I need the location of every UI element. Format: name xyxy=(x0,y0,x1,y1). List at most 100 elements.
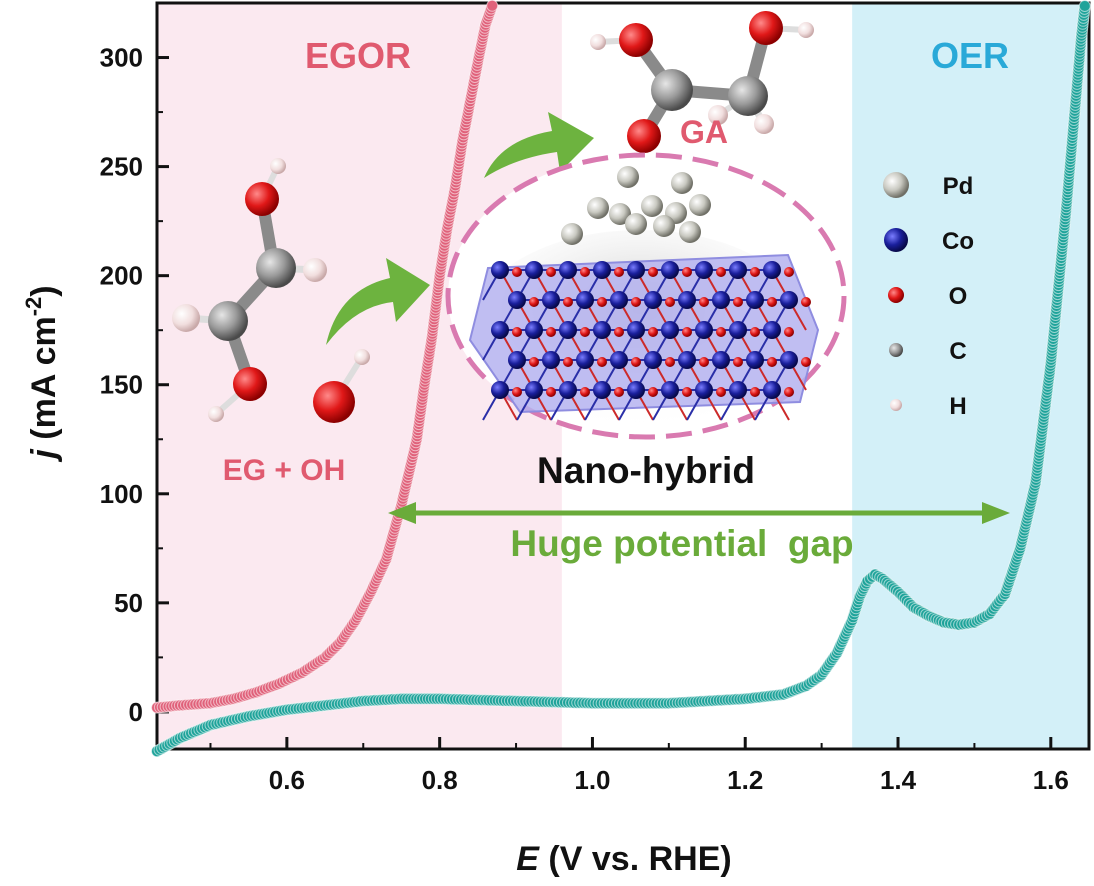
plot-frame xyxy=(155,1,1091,751)
oxygen-atom xyxy=(648,327,658,337)
cobalt-atom xyxy=(661,261,679,279)
potential-gap-label: Huge potential gap xyxy=(510,523,853,564)
cobalt-atom xyxy=(763,381,781,399)
cobalt-atom xyxy=(559,321,577,339)
cobalt-atom xyxy=(508,351,526,369)
legend-marker-h xyxy=(890,399,902,411)
oxygen-atom xyxy=(512,327,522,337)
cobalt-atom xyxy=(695,321,713,339)
oxygen-atom xyxy=(614,387,624,397)
palladium-atom xyxy=(561,223,583,245)
series-0-point xyxy=(486,0,499,12)
cobalt-atom xyxy=(593,321,611,339)
palladium-atom xyxy=(653,215,675,237)
oxygen-atom xyxy=(750,327,760,337)
cobalt-atom xyxy=(627,261,645,279)
cobalt-atom xyxy=(746,351,764,369)
oxygen-atom xyxy=(614,267,624,277)
legend-label-co: Co xyxy=(942,228,974,255)
cobalt-atom xyxy=(712,351,730,369)
legend-marker-pd xyxy=(883,172,909,198)
series-0 xyxy=(151,0,499,714)
oxygen-atom xyxy=(580,267,590,277)
oxygen-atom xyxy=(733,297,743,307)
cobalt-atom xyxy=(746,291,764,309)
oxygen-atom xyxy=(648,387,658,397)
oer-label: OER xyxy=(931,35,1009,76)
oxygen-atom xyxy=(529,357,539,367)
oxygen-atom xyxy=(682,387,692,397)
oxygen-atom xyxy=(750,267,760,277)
palladium-atom xyxy=(609,203,631,225)
cobalt-atom xyxy=(644,351,662,369)
oxygen-atom xyxy=(546,267,556,277)
cobalt-atom xyxy=(712,291,730,309)
ga-label: GA xyxy=(680,114,728,150)
palladium-atom xyxy=(587,197,609,219)
cobalt-atom xyxy=(576,351,594,369)
y-tick-label: 250 xyxy=(100,152,143,182)
cobalt-atom xyxy=(593,381,611,399)
oxygen-atom xyxy=(699,297,709,307)
oxygen-atom xyxy=(597,357,607,367)
oxygen-atom xyxy=(699,357,709,367)
x-tick-label: 1.4 xyxy=(880,765,917,795)
legend-label-h: H xyxy=(949,393,966,420)
legend-label-c: C xyxy=(949,338,966,365)
y-axis-title: j (mA cm-2) xyxy=(21,285,63,462)
oxygen-atom xyxy=(580,387,590,397)
cobalt-atom xyxy=(627,381,645,399)
oxygen-atom xyxy=(563,297,573,307)
oxygen-atom xyxy=(784,327,794,337)
oxygen-atom xyxy=(716,267,726,277)
x-tick-label: 1.6 xyxy=(1033,765,1069,795)
legend-label-pd: Pd xyxy=(943,173,974,200)
cobalt-atom xyxy=(644,291,662,309)
cobalt-atom xyxy=(780,291,798,309)
palladium-atom xyxy=(625,213,647,235)
x-tick-label: 1.2 xyxy=(727,765,763,795)
cobalt-atom xyxy=(661,321,679,339)
palladium-atom xyxy=(671,172,693,194)
oxygen-atom xyxy=(716,327,726,337)
cobalt-atom xyxy=(610,351,628,369)
cobalt-atom xyxy=(525,381,543,399)
egor-label: EGOR xyxy=(305,35,411,76)
y-tick-label: 150 xyxy=(100,370,143,400)
x-tick-label: 0.8 xyxy=(422,765,458,795)
palladium-atom xyxy=(679,221,701,243)
x-axis-title: E (V vs. RHE) xyxy=(516,840,731,878)
hydroxide-molecule xyxy=(313,349,370,423)
palladium-atom xyxy=(689,194,711,216)
cobalt-atom xyxy=(763,321,781,339)
oxygen-atom xyxy=(597,297,607,307)
y-tick-label: 200 xyxy=(100,261,143,291)
oxygen-atom xyxy=(512,387,522,397)
series-1-point xyxy=(1078,0,1091,12)
oxygen-atom xyxy=(784,387,794,397)
series-1 xyxy=(151,0,1091,758)
oxygen-atom xyxy=(546,387,556,397)
cobalt-atom xyxy=(525,261,543,279)
oxygen-atom xyxy=(801,357,811,367)
cobalt-atom xyxy=(491,261,509,279)
atom-legend: Pd Co O C H xyxy=(883,172,974,420)
oxygen-atom xyxy=(563,357,573,367)
cobalt-atom xyxy=(542,351,560,369)
glycolic-acid-molecule xyxy=(590,11,814,153)
oxygen-atom xyxy=(716,387,726,397)
oxygen-atom xyxy=(614,327,624,337)
legend-marker-c xyxy=(889,343,903,357)
cobalt-atom xyxy=(508,291,526,309)
cobalt-atom xyxy=(627,321,645,339)
oxygen-atom xyxy=(801,297,811,307)
oxygen-atom xyxy=(750,387,760,397)
oxygen-atom xyxy=(512,267,522,277)
oxygen-atom xyxy=(546,327,556,337)
cobalt-atom xyxy=(610,291,628,309)
x-tick-label: 0.6 xyxy=(269,765,305,795)
legend-marker-o xyxy=(888,287,904,303)
oxygen-atom xyxy=(665,357,675,367)
oxygen-atom xyxy=(682,327,692,337)
